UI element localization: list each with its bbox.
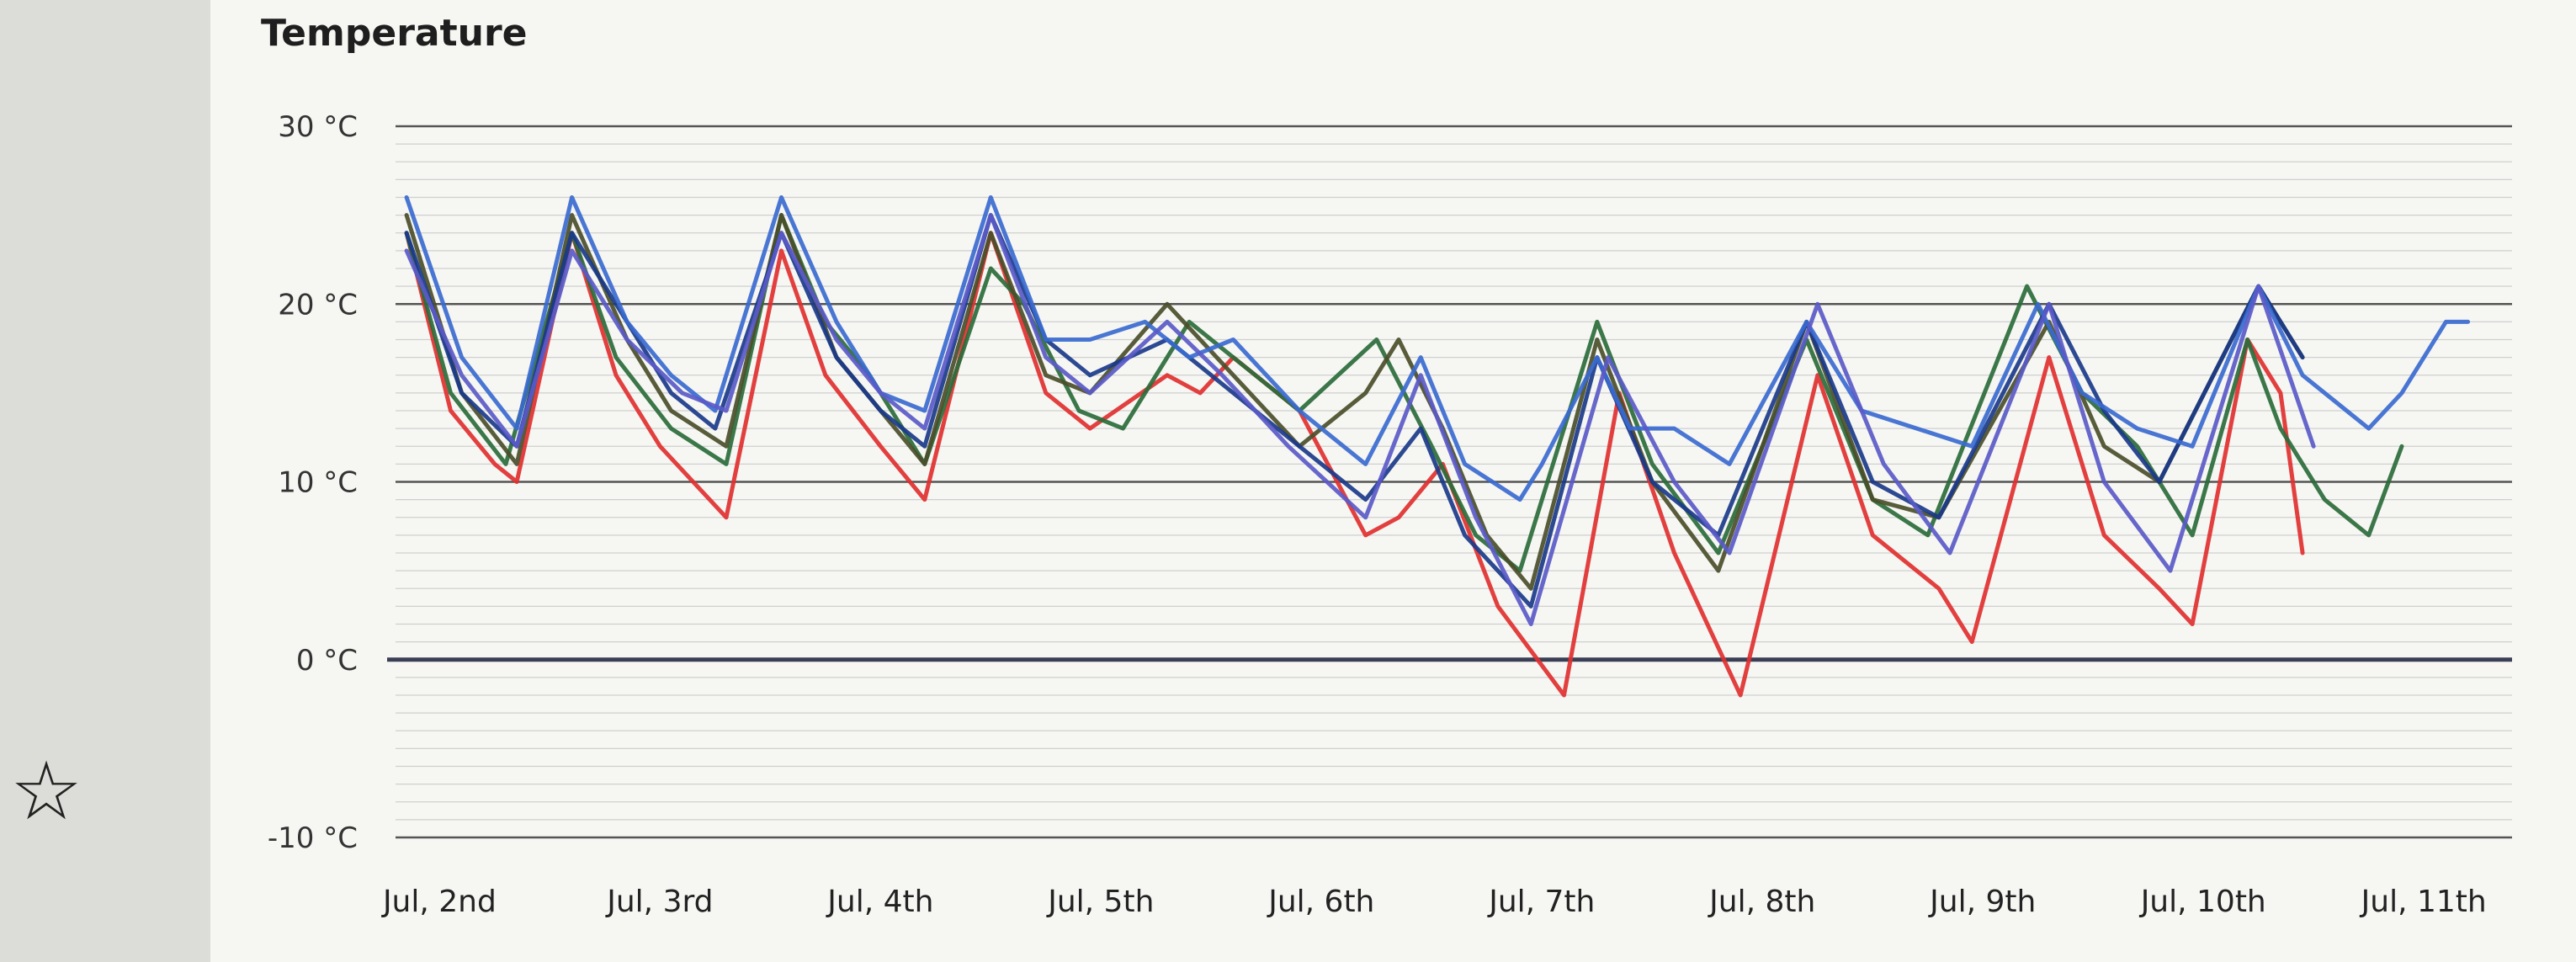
y-tick-label: -10 °C (268, 821, 358, 855)
x-tick-label: Jul, 9th (1928, 885, 2036, 919)
y-tick-label: 30 °C (278, 110, 358, 144)
chart-title: Temperature (261, 12, 528, 55)
x-tick-label: Jul, 4th (826, 885, 933, 919)
y-tick-label: 10 °C (278, 466, 358, 500)
x-tick-label: Jul, 7th (1487, 885, 1595, 919)
x-tick-label: Jul, 11th (2360, 885, 2487, 919)
x-tick-label: Jul, 8th (1708, 885, 1815, 919)
y-tick-labels: 30 °C 20 °C 10 °C 0 °C -10 °C (268, 110, 358, 855)
x-tick-label: Jul, 10th (2139, 885, 2266, 919)
x-tick-label: Jul, 2nd (381, 885, 497, 919)
y-tick-label: 0 °C (296, 644, 358, 678)
x-tick-label: Jul, 5th (1046, 885, 1154, 919)
x-tick-label: Jul, 6th (1267, 885, 1374, 919)
series-line-3 (404, 213, 2305, 591)
star-icon[interactable]: ☆ (9, 744, 83, 838)
series-line-5 (404, 195, 2471, 502)
x-tick-label: Jul, 3rd (605, 885, 713, 919)
y-tick-label: 20 °C (278, 288, 358, 322)
series-line-6 (404, 213, 2316, 626)
left-panel: ☆ (0, 0, 210, 962)
series-line-2 (404, 213, 2404, 573)
series-lines (404, 195, 2471, 698)
x-tick-labels: Jul, 2nd Jul, 3rd Jul, 4th Jul, 5th Jul, 6th… (381, 885, 2487, 919)
grid-lines (396, 125, 2512, 839)
